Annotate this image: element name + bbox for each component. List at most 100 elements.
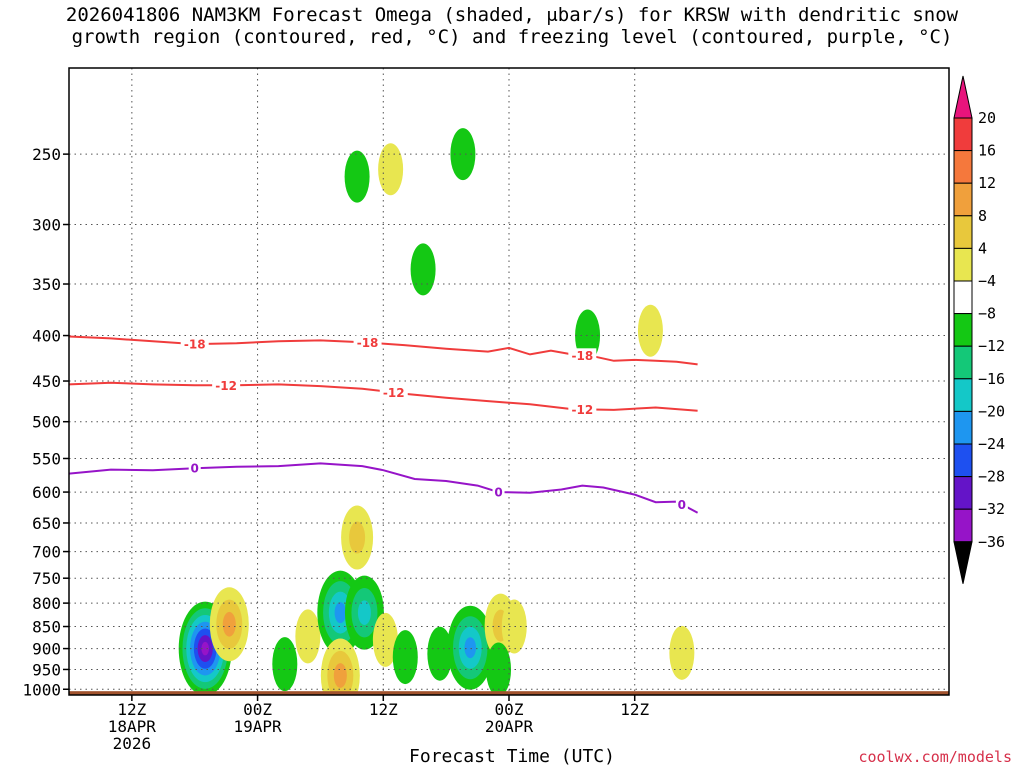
omega-cell bbox=[349, 521, 366, 554]
omega-cell bbox=[669, 625, 695, 680]
contour-label: -12 bbox=[215, 379, 237, 393]
contour-label: -12 bbox=[571, 403, 593, 417]
x-tick-label: 12Z bbox=[620, 700, 649, 719]
omega-cell bbox=[295, 609, 321, 664]
contour-label: 0 bbox=[494, 486, 502, 500]
colorbar-swatch bbox=[953, 345, 973, 380]
colorbar-label: −24 bbox=[978, 435, 1005, 453]
colorbar-label: −32 bbox=[978, 500, 1005, 518]
omega-cell bbox=[378, 143, 404, 196]
colorbar-swatch bbox=[953, 117, 973, 152]
temperature-contours: -18 -18 -18 -12 -12 -12 0 0 0 bbox=[69, 335, 699, 514]
omega-cell bbox=[501, 599, 527, 654]
ground-fill bbox=[69, 691, 949, 695]
credit-link[interactable]: coolwx.com/models bbox=[858, 748, 1012, 766]
colorbar-label: −8 bbox=[978, 305, 996, 323]
y-tick-label: 750 bbox=[32, 569, 61, 588]
y-axis: 250 300 350 400 450 500 550 600 650 700 750 800 850 9… bbox=[22, 145, 69, 699]
contour-label-bg bbox=[180, 337, 209, 352]
contour-label: -18 bbox=[571, 349, 593, 363]
contour-label-bg bbox=[568, 348, 597, 363]
x-tick-label: 2026 bbox=[113, 734, 152, 753]
x-tick-label: 12Z bbox=[369, 700, 398, 719]
contour-label: 0 bbox=[191, 462, 199, 476]
omega-cell bbox=[357, 600, 371, 625]
colorbar-label: −4 bbox=[978, 272, 996, 290]
colorbar-label: 4 bbox=[978, 239, 987, 257]
omega-cell bbox=[272, 637, 298, 692]
omega-cell bbox=[410, 243, 436, 296]
omega-cell bbox=[372, 612, 398, 667]
title-line-2: growth region (contoured, red, °C) and f… bbox=[71, 26, 953, 48]
contour-label-bg bbox=[675, 497, 688, 512]
colorbar-swatch bbox=[953, 476, 973, 510]
omega-cell bbox=[344, 150, 370, 203]
omega-cell bbox=[427, 626, 453, 681]
omega-cell bbox=[333, 663, 347, 688]
contour-label-bg bbox=[188, 461, 201, 476]
colorbar: 20 16 12 8 4 −4 −8 −12 −16 −20 −24 −28 −32 −36 bbox=[953, 75, 1005, 584]
colorbar-label: −20 bbox=[978, 402, 1005, 420]
omega-cell bbox=[201, 641, 209, 656]
y-tick-label: 1000 bbox=[22, 680, 61, 699]
omega-cell bbox=[450, 128, 476, 181]
x-tick-label: 00Z bbox=[243, 700, 272, 719]
y-tick-label: 850 bbox=[32, 618, 61, 637]
contour-label: -12 bbox=[383, 386, 405, 400]
x-tick-label: 18APR bbox=[108, 717, 157, 736]
y-tick-label: 700 bbox=[32, 543, 61, 562]
y-tick-label: 550 bbox=[32, 449, 61, 468]
y-tick-label: 350 bbox=[32, 275, 61, 294]
y-tick-label: 900 bbox=[32, 640, 61, 659]
omega-shading bbox=[178, 128, 695, 695]
omega-cell bbox=[222, 611, 236, 637]
contour-label: -18 bbox=[184, 338, 206, 352]
x-tick-label: 20APR bbox=[485, 717, 534, 736]
colorbar-label: −16 bbox=[978, 370, 1005, 388]
colorbar-swatch bbox=[953, 410, 973, 445]
y-tick-label: 650 bbox=[32, 514, 61, 533]
y-tick-label: 400 bbox=[32, 327, 61, 346]
y-tick-label: 500 bbox=[32, 413, 61, 432]
colorbar-swatch bbox=[953, 280, 973, 315]
contour-label-bg bbox=[492, 485, 505, 500]
y-tick-label: 450 bbox=[32, 372, 61, 391]
colorbar-swatch bbox=[953, 247, 973, 282]
y-tick-label: 800 bbox=[32, 594, 61, 613]
colorbar-label: 20 bbox=[978, 109, 996, 127]
x-tick-label: 19APR bbox=[233, 717, 282, 736]
contour-label-bg bbox=[379, 385, 408, 400]
colorbar-label: 12 bbox=[978, 174, 996, 192]
omega-cell bbox=[392, 630, 418, 685]
y-tick-label: 250 bbox=[32, 145, 61, 164]
colorbar-swatch bbox=[953, 150, 973, 184]
title-line-1: 2026041806 NAM3KM Forecast Omega (shaded… bbox=[65, 4, 959, 26]
colorbar-swatch bbox=[953, 508, 973, 543]
ground-terrain bbox=[69, 691, 949, 695]
x-axis-label: Forecast Time (UTC) bbox=[409, 746, 615, 767]
x-tick-label: 00Z bbox=[495, 700, 524, 719]
omega-cell bbox=[334, 602, 347, 624]
colorbar-label: 16 bbox=[978, 142, 996, 160]
y-tick-label: 300 bbox=[32, 216, 61, 235]
contour-label-bg bbox=[353, 335, 382, 350]
y-tick-label: 950 bbox=[32, 660, 61, 679]
colorbar-label: −12 bbox=[978, 337, 1005, 355]
colorbar-top-triangle bbox=[953, 75, 973, 119]
colorbar-label: 8 bbox=[978, 207, 987, 225]
omega-cell bbox=[637, 304, 663, 357]
colorbar-label: −28 bbox=[978, 468, 1005, 486]
omega-cell bbox=[486, 642, 512, 695]
contour-label-bg bbox=[212, 378, 241, 393]
colorbar-swatch bbox=[953, 443, 973, 478]
colorbar-bottom-triangle bbox=[953, 541, 973, 584]
chart-title: 2026041806 NAM3KM Forecast Omega (shaded… bbox=[0, 4, 1024, 48]
y-tick-label: 600 bbox=[32, 483, 61, 502]
colorbar-swatch bbox=[953, 378, 973, 412]
colorbar-swatch bbox=[953, 182, 973, 217]
x-tick-label: 12Z bbox=[117, 700, 146, 719]
contour-line bbox=[69, 462, 699, 514]
omega-cell bbox=[464, 637, 476, 659]
